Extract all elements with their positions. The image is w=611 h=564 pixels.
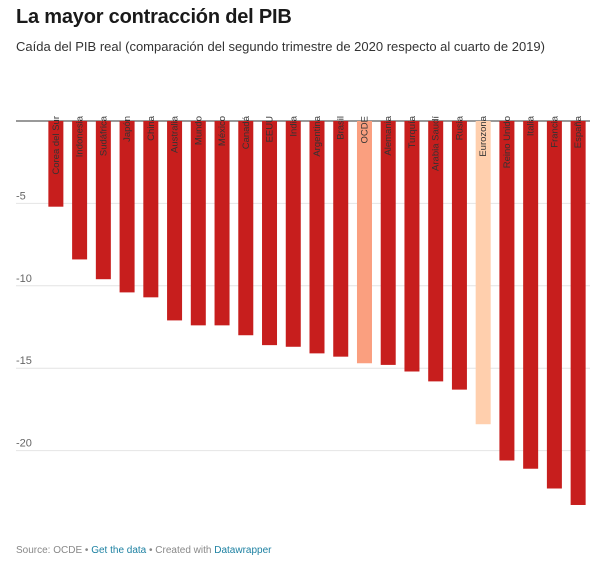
- category-label: Sudáfrica: [98, 115, 109, 156]
- category-label: Francia: [549, 115, 560, 147]
- category-label: Canadá: [241, 115, 252, 149]
- category-label: Turquía: [407, 115, 418, 148]
- category-label: Mundo: [193, 116, 204, 145]
- footer-separator: •: [82, 545, 92, 556]
- bar-italia: [523, 121, 539, 469]
- bar-chart: -5 -10 -15 -20 Corea del Sur Indonesia Sudáfri…: [16, 115, 590, 505]
- category-label: Japón: [122, 116, 133, 142]
- bar-corea-del-sur: [48, 121, 64, 207]
- category-label: Brasil: [336, 116, 347, 140]
- bar-jap-n: [119, 121, 135, 293]
- bar-turqu-a: [404, 121, 420, 372]
- source-text: Source: OCDE: [16, 545, 83, 556]
- bar-eeuu: [262, 121, 278, 346]
- y-tick-label: -10: [16, 273, 32, 285]
- category-label: Reino Unido: [502, 116, 513, 168]
- bar-australia: [167, 121, 183, 321]
- category-label: España: [573, 115, 584, 148]
- category-label: EEUU: [265, 116, 276, 143]
- bar-argentina: [309, 121, 325, 354]
- bar-brasil: [333, 121, 349, 357]
- category-label: Indonesia: [75, 115, 86, 157]
- y-tick-label: -20: [16, 438, 32, 450]
- category-label: Alemania: [383, 115, 394, 155]
- category-label: Rusia: [454, 115, 465, 140]
- bar-mundo: [190, 121, 206, 326]
- bar-india: [285, 121, 301, 347]
- category-label: Arabia Saudí: [431, 116, 442, 171]
- category-label: México: [217, 116, 228, 146]
- bar-alemania: [380, 121, 396, 365]
- datawrapper-link[interactable]: Datawrapper: [214, 545, 272, 556]
- bar-rusia: [451, 121, 467, 390]
- chart-subtitle: Caída del PIB real (comparación del segu…: [16, 39, 545, 54]
- bar-eurozona: [475, 121, 491, 425]
- bar-sud-frica: [95, 121, 111, 280]
- y-tick-label: -15: [16, 355, 32, 367]
- bar-m-xico: [214, 121, 230, 326]
- bar-canad-: [238, 121, 254, 336]
- category-label: Italia: [526, 115, 537, 136]
- y-tick-label: -5: [16, 190, 26, 202]
- category-label: OCDE: [359, 116, 370, 143]
- category-label: Corea del Sur: [51, 116, 62, 175]
- category-label: Eurozona: [478, 115, 489, 156]
- bar-arabia-saud-: [428, 121, 444, 382]
- category-label: Australia: [170, 115, 181, 153]
- footer: Source: OCDE • Get the data • Created wi…: [16, 545, 272, 556]
- created-with-text: • Created with: [146, 545, 215, 556]
- bar-francia: [546, 121, 562, 489]
- bar-indonesia: [72, 121, 88, 260]
- bar-china: [143, 121, 159, 298]
- get-data-link[interactable]: Get the data: [91, 545, 147, 556]
- bar-espa-a: [570, 121, 586, 505]
- bar-ocde: [356, 121, 372, 364]
- category-label: India: [288, 115, 299, 136]
- chart-title: La mayor contracción del PIB: [16, 6, 292, 28]
- bar-reino-unido: [499, 121, 515, 461]
- category-label: Argentina: [312, 115, 323, 156]
- category-label: China: [146, 115, 157, 141]
